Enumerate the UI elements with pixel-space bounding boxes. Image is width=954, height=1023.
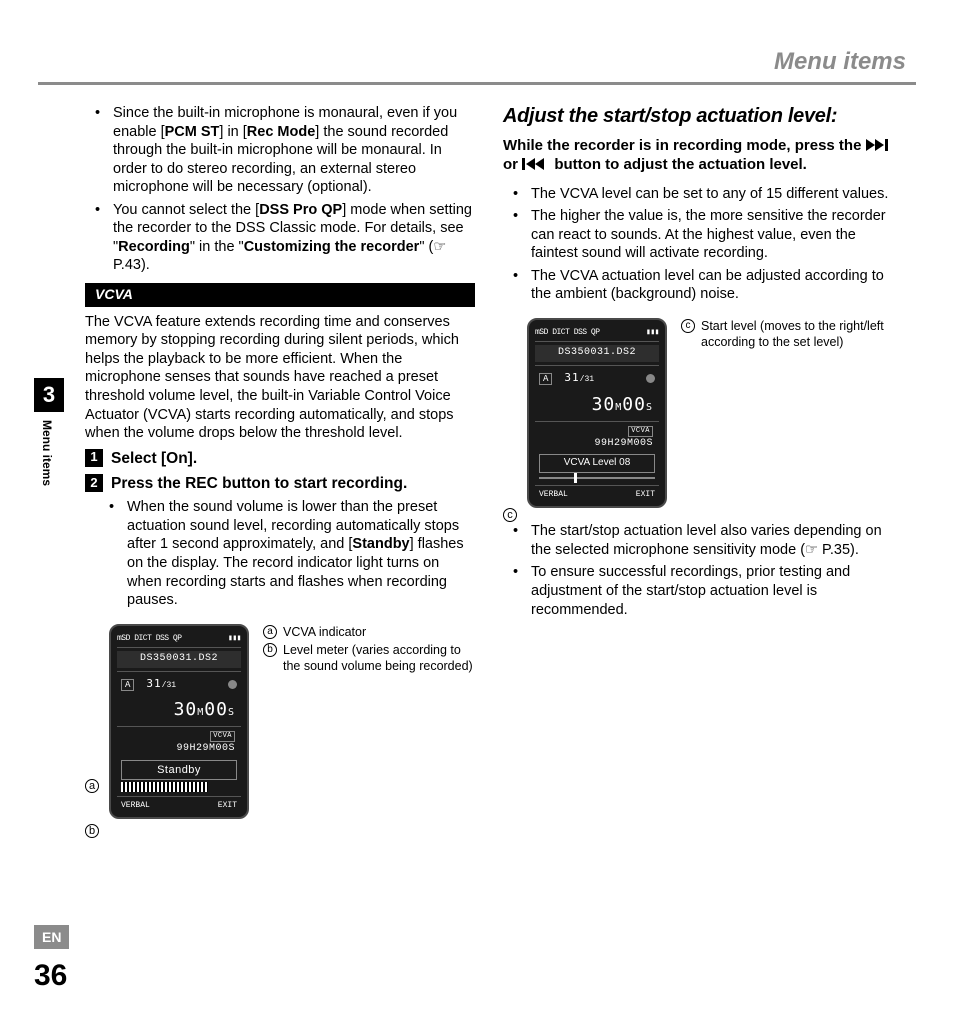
adjust-title: Adjust the start/stop actuation level: (503, 104, 903, 130)
callout-c: c (503, 508, 517, 522)
bullet-r2-1: To ensure successful recordings, prior t… (531, 563, 903, 619)
adjust-subtitle: While the recorder is in recording mode,… (503, 136, 903, 175)
right-legend: cStart level (moves to the right/left ac… (681, 318, 903, 353)
step-2-sub-bullets: When the sound volume is lower than the … (85, 498, 475, 609)
left-figure-row: a b mSD DICT DSS QP▮▮▮ DS350031.DS2 A 31… (85, 624, 475, 820)
sidebar: 3 Menu items (34, 378, 74, 486)
vcva-paragraph: The VCVA feature extends recording time … (85, 313, 475, 443)
step-2-sub-bullet: When the sound volume is lower than the … (127, 498, 475, 609)
sidebar-label: Menu items (40, 420, 54, 486)
content-columns: Since the built-in microphone is monaura… (85, 104, 906, 819)
bullet-r1-0: The VCVA level can be set to any of 15 d… (531, 185, 903, 204)
right-bullets-1: The VCVA level can be set to any of 15 d… (503, 185, 903, 304)
bullet-r1-2: The VCVA actuation level can be adjusted… (531, 267, 903, 304)
device-figure-left: a b mSD DICT DSS QP▮▮▮ DS350031.DS2 A 31… (85, 624, 249, 820)
device-screen-left: mSD DICT DSS QP▮▮▮ DS350031.DS2 A 31/31 … (109, 624, 249, 820)
vcva-heading: VCVA (85, 283, 475, 307)
step-2-number: 2 (85, 474, 103, 492)
bullet-dss: You cannot select the [DSS Pro QP] mode … (113, 201, 475, 275)
step-1-text: Select [On]. (111, 449, 197, 469)
bullet-pcm: Since the built-in microphone is monaura… (113, 104, 475, 197)
left-column: Since the built-in microphone is monaura… (85, 104, 475, 819)
top-bullet-list: Since the built-in microphone is monaura… (85, 104, 475, 275)
chapter-number: 3 (34, 378, 64, 412)
bullet-r2-0: The start/stop actuation level also vari… (531, 522, 903, 559)
legend-c-text: Start level (moves to the right/left acc… (701, 318, 903, 351)
right-column: Adjust the start/stop actuation level: W… (503, 104, 903, 819)
step-1-number: 1 (85, 449, 103, 467)
right-figure-row: c mSD DICT DSS QP▮▮▮ DS350031.DS2 A 31/3… (503, 318, 903, 508)
callout-a: a (85, 779, 99, 793)
page-header-title: Menu items (774, 48, 906, 76)
left-legend: aVCVA indicator bLevel meter (varies acc… (263, 624, 475, 677)
callout-b: b (85, 824, 99, 838)
bullet-r1-1: The higher the value is, the more sensit… (531, 207, 903, 263)
rewind-icon (522, 158, 550, 170)
footer: EN 36 (34, 925, 69, 993)
step-2-text: Press the REC button to start recording. (111, 474, 407, 494)
device-figure-right: c mSD DICT DSS QP▮▮▮ DS350031.DS2 A 31/3… (503, 318, 667, 508)
step-1: 1 Select [On]. (85, 449, 475, 469)
fast-forward-icon (866, 139, 894, 151)
header-rule (38, 82, 916, 85)
legend-b-text: Level meter (varies according to the sou… (283, 642, 475, 675)
language-badge: EN (34, 925, 69, 949)
legend-a-text: VCVA indicator (283, 624, 366, 640)
device-screen-right: mSD DICT DSS QP▮▮▮ DS350031.DS2 A 31/31 … (527, 318, 667, 508)
step-2: 2 Press the REC button to start recordin… (85, 474, 475, 494)
page-number: 36 (34, 959, 69, 993)
right-bullets-2: The start/stop actuation level also vari… (503, 522, 903, 619)
